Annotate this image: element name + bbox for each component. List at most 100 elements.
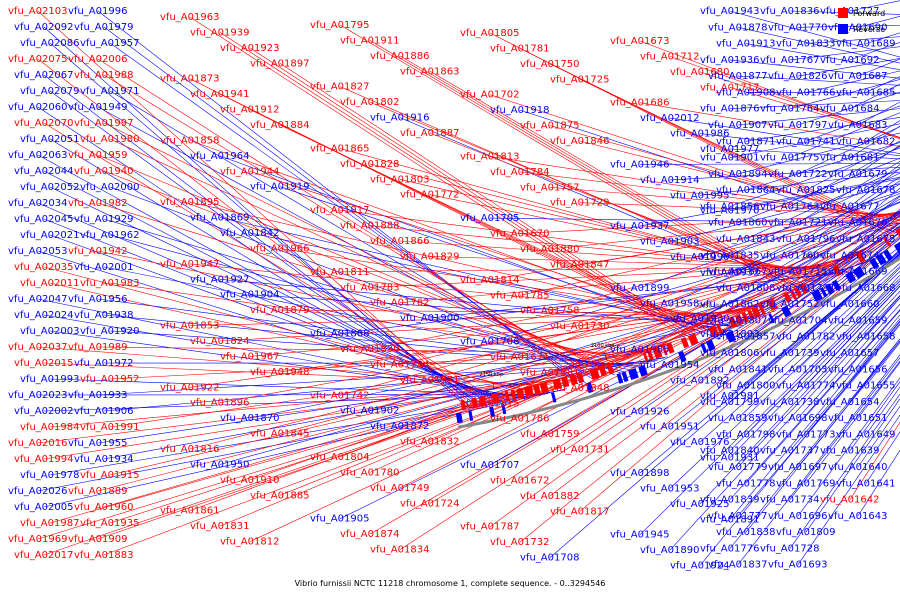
gene-feature bbox=[471, 397, 478, 409]
gene-label: vfu_A01959 bbox=[68, 150, 127, 161]
gene-label: vfu_A01909 bbox=[68, 534, 127, 545]
leader-line bbox=[109, 344, 667, 476]
gene-feature bbox=[883, 236, 892, 247]
gene-label: vfu_A01795 bbox=[310, 20, 369, 31]
gene-label: vfu_A01705 bbox=[460, 213, 519, 224]
gene-label: vfu_A01970 bbox=[700, 206, 759, 217]
gene-label: vfu_A01839 bbox=[700, 495, 759, 506]
leader-line bbox=[429, 194, 821, 275]
gene-label: vfu_A01937 bbox=[610, 221, 669, 232]
gene-feature bbox=[747, 309, 755, 321]
gene-label: vfu_A01772 bbox=[400, 190, 459, 201]
gene-label: vfu_A01870 bbox=[220, 413, 279, 424]
leader-line bbox=[37, 380, 552, 444]
gene-label: vfu_A01986 bbox=[670, 129, 729, 140]
gene-label: vfu_A01929 bbox=[74, 214, 133, 225]
gene-feature bbox=[638, 364, 648, 377]
leader-line bbox=[109, 340, 676, 524]
leader-line bbox=[745, 168, 900, 240]
gene-label: vfu_A01969 bbox=[8, 534, 67, 545]
gene-label: vfu_A01656 bbox=[828, 364, 887, 375]
gene-label: vfu_A01944 bbox=[220, 166, 279, 177]
gene-feature bbox=[705, 339, 716, 352]
gene-label: vfu_A02086 bbox=[20, 38, 79, 49]
gene-label: vfu_A01749 bbox=[370, 483, 429, 494]
gene-feature bbox=[551, 392, 557, 403]
gene-feature bbox=[678, 351, 687, 363]
gene-label: vfu_A01915 bbox=[80, 470, 139, 481]
gene-label: vfu_A01881 bbox=[520, 367, 579, 378]
gene-label: vfu_A01673 bbox=[610, 36, 669, 47]
leader-line bbox=[43, 74, 481, 410]
kbp-tick bbox=[713, 313, 717, 321]
gene-label: vfu_A01977 bbox=[700, 144, 759, 155]
leader-line bbox=[369, 40, 792, 290]
gene-label: vfu_A01864 bbox=[716, 185, 775, 196]
gene-label: vfu_A01703 bbox=[768, 364, 827, 375]
gene-feature bbox=[895, 227, 900, 238]
gene-feature bbox=[687, 333, 699, 346]
gene-label: vfu_A01681 bbox=[820, 153, 879, 164]
gene-label: vfu_A01935 bbox=[80, 518, 139, 529]
leader-line bbox=[339, 246, 869, 458]
gene-label: vfu_A01884 bbox=[250, 120, 309, 131]
gene-feature bbox=[642, 352, 649, 363]
gene-label: vfu_A01895 bbox=[160, 197, 219, 208]
gene-label: vfu_A01950 bbox=[190, 459, 249, 470]
leader-line bbox=[737, 266, 900, 419]
kbp-tick bbox=[492, 382, 495, 390]
gene-label: vfu_A01830 bbox=[340, 344, 399, 355]
gene-label: vfu_A01742 bbox=[310, 390, 369, 401]
leader-line bbox=[805, 105, 900, 142]
gene-label: vfu_A01832 bbox=[400, 437, 459, 448]
gene-label: vfu_A01893 bbox=[700, 329, 759, 340]
leader-line bbox=[745, 92, 900, 94]
gene-label: vfu_A01905 bbox=[310, 514, 369, 525]
gene-label: vfu_A01841 bbox=[708, 364, 767, 375]
legend-forward-label: Forward bbox=[853, 9, 885, 18]
leader-line bbox=[109, 42, 587, 384]
gene-label: vfu_A01867 bbox=[708, 267, 767, 278]
gene-feature bbox=[783, 291, 792, 303]
gene-label: vfu_A01649 bbox=[836, 429, 895, 440]
leader-line bbox=[737, 294, 900, 468]
leader-line bbox=[789, 285, 900, 403]
gene-label: vfu_A01678 bbox=[836, 185, 895, 196]
leader-line bbox=[805, 36, 900, 44]
legend-reverse-swatch bbox=[838, 24, 848, 34]
leader-line bbox=[279, 63, 694, 335]
leader-line bbox=[339, 148, 813, 280]
leader-line bbox=[279, 186, 723, 336]
leader-line bbox=[789, 321, 900, 451]
leader-line bbox=[699, 191, 900, 258]
gene-label: vfu_A01729 bbox=[550, 198, 609, 209]
leader-line bbox=[103, 74, 590, 371]
gene-label: vfu_A01774 bbox=[776, 381, 835, 392]
gene-label: vfu_A01958 bbox=[640, 298, 699, 309]
gene-label: vfu_A02002 bbox=[14, 406, 73, 417]
leader-line bbox=[49, 282, 520, 389]
gene-label: vfu_A02016 bbox=[8, 438, 67, 449]
gene-label: vfu_A01894 bbox=[708, 169, 767, 180]
gene-label: vfu_A01643 bbox=[828, 511, 887, 522]
leader-line bbox=[805, 285, 900, 386]
gene-label: vfu_A01876 bbox=[700, 104, 759, 115]
leader-line bbox=[339, 253, 858, 396]
gene-label: vfu_A01680 bbox=[670, 67, 729, 78]
gene-label: vfu_A01981 bbox=[700, 391, 759, 402]
leader-line bbox=[669, 117, 900, 154]
leader-line bbox=[745, 142, 900, 191]
leader-line bbox=[37, 250, 517, 402]
gene-feature bbox=[824, 283, 835, 295]
leader-line bbox=[729, 198, 900, 305]
gene-label: vfu_A01785 bbox=[490, 290, 549, 301]
gene-label: vfu_A01885 bbox=[250, 490, 309, 501]
gene-label: vfu_A02047 bbox=[8, 294, 67, 305]
leader-line bbox=[669, 56, 900, 139]
gene-label: vfu_A01827 bbox=[310, 82, 369, 93]
gene-label: vfu_A01939 bbox=[190, 27, 249, 38]
leader-line bbox=[639, 231, 900, 412]
leader-line bbox=[97, 154, 605, 366]
gene-label: vfu_A01702 bbox=[460, 90, 519, 101]
leader-line bbox=[249, 309, 751, 357]
